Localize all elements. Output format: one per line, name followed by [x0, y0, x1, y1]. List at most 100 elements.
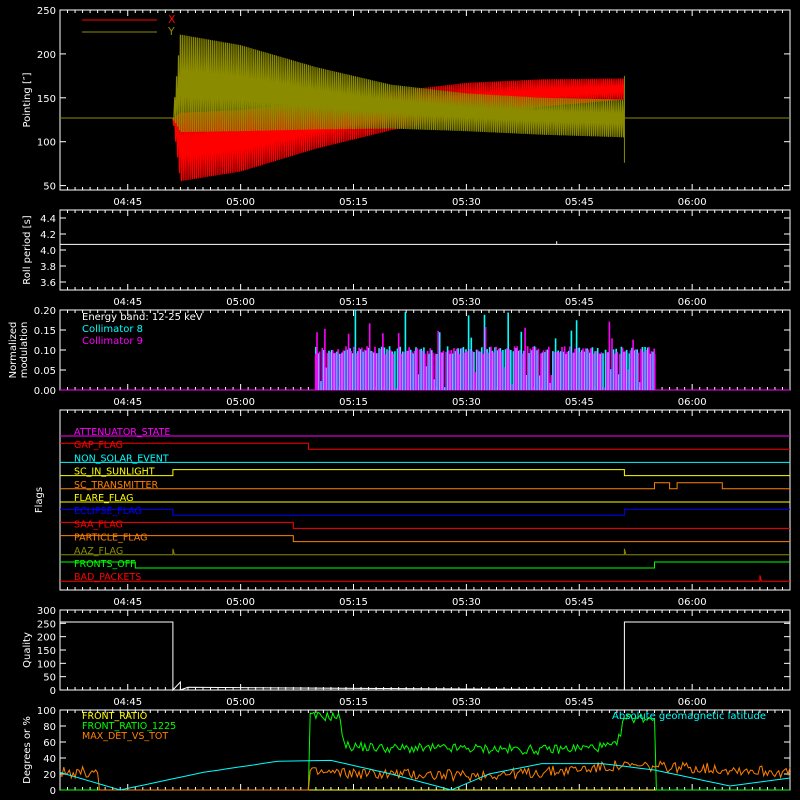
- flag-label-sc-in-sunlight: SC_IN_SUNLIGHT: [74, 467, 155, 478]
- legend-label-front-ratio: FRONT_RATIO: [82, 711, 147, 722]
- x-tick-label: 04:45: [113, 697, 142, 708]
- x-tick-label: 05:30: [452, 597, 481, 608]
- legend-label-geomagnetic-latitude: Absolute geomagnetic latitude: [612, 711, 766, 722]
- legend-label-front-ratio-1225: FRONT_RATIO_1225: [82, 721, 176, 732]
- flag-line-aaz-flag: [60, 548, 790, 556]
- x-tick-label: 05:45: [565, 697, 594, 708]
- flag-line-sc-in-sunlight: [60, 469, 790, 477]
- x-tick-label: 05:15: [339, 397, 368, 408]
- x-tick-label: 05:00: [226, 597, 255, 608]
- y-tick-label: 20: [43, 770, 56, 781]
- energy-band-annotation: Energy band: 12-25 keV: [82, 312, 203, 323]
- flag-label-non-solar-event: NON_SOLAR_EVENT: [74, 453, 169, 464]
- y-tick-label: 150: [37, 646, 56, 657]
- x-tick-label: 05:30: [452, 697, 481, 708]
- y-axis-label: modulation: [19, 322, 30, 379]
- x-tick-label: 05:45: [565, 197, 594, 208]
- x-tick-label: 05:30: [452, 197, 481, 208]
- plot-frame-roll: [59, 209, 791, 291]
- flag-line-fronts-off: [60, 561, 790, 569]
- x-tick-label: 05:00: [226, 197, 255, 208]
- legend-label-collimator: Collimator 9: [82, 336, 143, 347]
- y-tick-label: 0.10: [34, 346, 56, 357]
- x-tick-label: 05:45: [565, 597, 594, 608]
- y-axis-label: Quality: [22, 632, 33, 668]
- y-tick-label: 50: [43, 673, 56, 684]
- y-tick-label: 4.0: [40, 246, 56, 257]
- x-tick-label: 05:30: [452, 297, 481, 308]
- y-tick-label: 80: [43, 722, 56, 733]
- y-axis-label: Degrees or %: [22, 716, 33, 784]
- y-axis-label: Flags: [34, 487, 45, 513]
- x-tick-label: 05:45: [565, 297, 594, 308]
- legend-label-x: X: [168, 13, 176, 26]
- y-tick-label: 60: [43, 738, 56, 749]
- plot-frame-flags: [59, 409, 791, 591]
- y-tick-label: 3.6: [40, 278, 56, 289]
- series-oscillation-y: [172, 34, 625, 138]
- x-tick-label: 05:00: [226, 697, 255, 708]
- flag-label-bad-packets: BAD_PACKETS: [74, 572, 141, 583]
- x-tick-label: 05:15: [339, 597, 368, 608]
- flag-line-saa-flag: [60, 521, 790, 529]
- x-tick-label: 06:00: [678, 697, 707, 708]
- y-tick-label: 250: [37, 6, 56, 17]
- x-tick-label: 05:15: [339, 697, 368, 708]
- flag-label-sc-transmitter: SC_TRANSMITTER: [74, 480, 159, 491]
- flag-label-particle-flag: PARTICLE_FLAG: [74, 533, 147, 544]
- flag-line-bad-packets: [60, 575, 790, 582]
- x-tick-label: 06:00: [678, 397, 707, 408]
- y-tick-label: 100: [37, 706, 56, 717]
- y-tick-label: 150: [37, 94, 56, 105]
- legend-label-y: Y: [167, 25, 175, 38]
- x-tick-label: 04:45: [113, 597, 142, 608]
- flag-label-aaz-flag: AAZ_FLAG: [74, 546, 123, 557]
- y-tick-label: 0: [50, 686, 56, 697]
- y-axis-label: Normalized: [8, 322, 19, 379]
- flag-line-sc-transmitter: [60, 482, 790, 490]
- flag-label-eclipse-flag: ECLIPSE_FLAG: [74, 506, 142, 517]
- flag-line-eclipse-flag: [60, 508, 790, 516]
- y-tick-label: 4.2: [40, 230, 56, 241]
- y-tick-label: 0.20: [34, 306, 56, 317]
- y-tick-label: 0.00: [34, 386, 56, 397]
- y-tick-label: 200: [37, 633, 56, 644]
- plot-frame-pointing: [59, 9, 791, 191]
- y-tick-label: 300: [37, 606, 56, 617]
- legend-label-collimator: Collimator 8: [82, 324, 143, 335]
- ratio-series-max-det-vs-tot: [59, 760, 791, 791]
- y-tick-label: 0.15: [34, 326, 56, 337]
- y-tick-label: 3.8: [40, 262, 56, 273]
- y-tick-label: 0.05: [34, 366, 56, 377]
- x-tick-label: 05:15: [339, 197, 368, 208]
- flag-label-attenuator-state: ATTENUATOR_STATE: [74, 427, 170, 438]
- y-tick-label: 250: [37, 619, 56, 630]
- ratio-series-absolute-geomagnetic-latitude: [59, 759, 791, 791]
- x-tick-label: 05:00: [226, 397, 255, 408]
- flag-label-fronts-off: FRONTS_OFF: [74, 559, 136, 570]
- quality-line: [60, 621, 790, 692]
- modulation-series-collimator-9: [316, 321, 655, 390]
- x-tick-label: 04:45: [113, 297, 142, 308]
- x-tick-label: 05:15: [339, 297, 368, 308]
- y-tick-label: 200: [37, 50, 56, 61]
- flag-label-flare-flag: FLARE_FLAG: [74, 493, 134, 504]
- flag-label-saa-flag: SAA_FLAG: [74, 519, 123, 530]
- y-axis-label: Roll period [s]: [22, 215, 33, 284]
- y-tick-label: 4.4: [40, 214, 56, 225]
- x-tick-label: 05:45: [565, 397, 594, 408]
- x-tick-label: 05:00: [226, 297, 255, 308]
- flag-line-gap-flag: [60, 442, 790, 450]
- y-axis-label: Pointing [″]: [22, 72, 33, 127]
- y-tick-label: 40: [43, 754, 56, 765]
- x-tick-label: 06:00: [678, 597, 707, 608]
- flag-line-particle-flag: [60, 535, 790, 543]
- y-tick-label: 100: [37, 138, 56, 149]
- x-tick-label: 05:30: [452, 397, 481, 408]
- y-tick-label: 50: [43, 182, 56, 193]
- legend-label-max-det-vs-tot: MAX_DET_VS_TOT: [82, 731, 168, 742]
- y-tick-label: 100: [37, 659, 56, 670]
- y-tick-label: 0: [50, 786, 56, 797]
- x-tick-label: 06:00: [678, 297, 707, 308]
